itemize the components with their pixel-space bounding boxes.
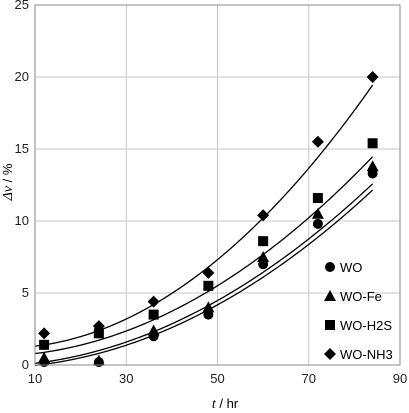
data-point-wo-h2s bbox=[148, 309, 159, 320]
y-tick-label: 15 bbox=[15, 141, 29, 156]
data-point-wo-nh3 bbox=[311, 135, 324, 148]
legend-marker-wo bbox=[325, 262, 335, 272]
y-tick-label: 20 bbox=[15, 69, 29, 84]
x-axis-label-variable: t bbox=[212, 397, 217, 412]
data-point-wo-fe bbox=[202, 301, 215, 313]
y-axis-label-unit: / % bbox=[0, 163, 15, 186]
legend-marker-wo-fe bbox=[324, 290, 336, 301]
x-tick-label: 10 bbox=[28, 371, 42, 386]
data-point-wo-nh3 bbox=[38, 327, 51, 340]
data-point-wo-fe bbox=[257, 251, 270, 262]
tick-labels: 0 5 10 15 20 25 10 30 50 70 90 bbox=[15, 0, 408, 386]
x-tick-label: 70 bbox=[302, 371, 316, 386]
data-point-wo-fe bbox=[147, 324, 160, 336]
data-point-wo-nh3 bbox=[92, 320, 105, 333]
data-point-wo-h2s bbox=[93, 328, 104, 339]
y-tick-label: 5 bbox=[22, 285, 29, 300]
data-point-wo-fe bbox=[38, 351, 51, 363]
x-tick-label: 30 bbox=[119, 371, 133, 386]
legend-marker-wo-h2s bbox=[325, 320, 335, 330]
y-tick-label: 0 bbox=[22, 357, 29, 372]
x-axis-label-unit: / hr bbox=[216, 396, 239, 411]
x-tick-label: 90 bbox=[393, 371, 407, 386]
data-point-wo-h2s bbox=[312, 192, 323, 203]
data-point-wo-nh3 bbox=[257, 209, 270, 222]
y-axis-label-variable: Δv bbox=[1, 185, 16, 201]
data-markers bbox=[38, 71, 379, 368]
data-point-wo-h2s bbox=[203, 280, 214, 291]
fit-curve-wo-fe bbox=[34, 183, 374, 364]
data-point-wo-fe bbox=[366, 160, 379, 172]
y-tick-label: 25 bbox=[15, 0, 29, 12]
data-point-wo-h2s bbox=[258, 236, 269, 247]
legend-label-wo-h2s: WO-H2S bbox=[340, 318, 392, 333]
x-tick-label: 50 bbox=[210, 371, 224, 386]
legend-label-wo-fe: WO-Fe bbox=[340, 289, 382, 304]
y-axis-label: Δv / % bbox=[0, 163, 16, 201]
legend: WO WO-Fe WO-H2S WO-NH3 bbox=[324, 260, 393, 362]
legend-label-wo: WO bbox=[340, 260, 362, 275]
legend-marker-wo-nh3 bbox=[324, 348, 336, 360]
data-point-wo bbox=[312, 218, 323, 229]
data-point-wo-h2s bbox=[39, 339, 50, 350]
data-point-wo-nh3 bbox=[366, 71, 379, 83]
fit-curve-wo-nh3 bbox=[34, 84, 374, 347]
data-point-wo-nh3 bbox=[147, 295, 160, 308]
plot-area-frame bbox=[34, 4, 401, 366]
y-tick-label: 10 bbox=[15, 213, 29, 228]
x-axis-label: t / hr bbox=[212, 396, 239, 412]
data-point-wo-fe bbox=[311, 207, 324, 219]
data-point-wo-fe bbox=[92, 354, 105, 366]
data-point-wo-nh3 bbox=[202, 266, 215, 279]
data-point-wo-h2s bbox=[367, 138, 378, 149]
legend-label-wo-nh3: WO-NH3 bbox=[340, 347, 393, 362]
